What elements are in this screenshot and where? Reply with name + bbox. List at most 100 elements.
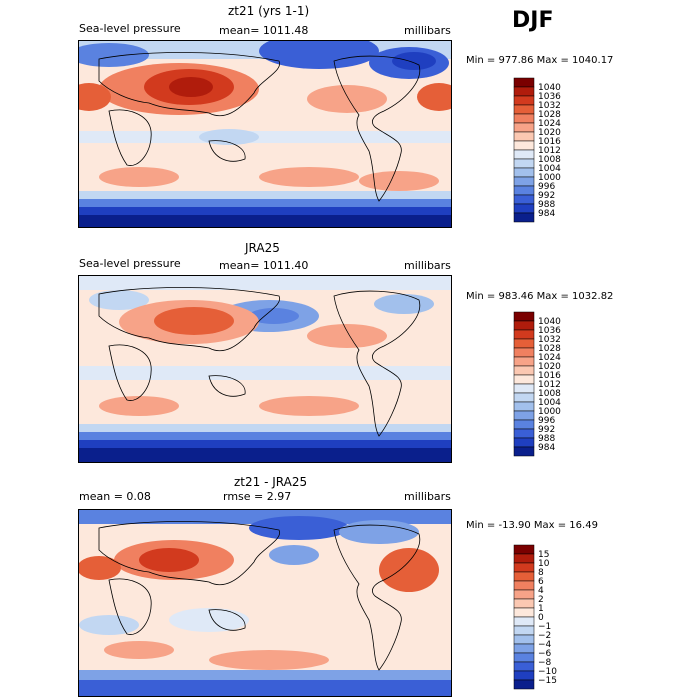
colorbar-tick-label: 2 [538,595,544,605]
colorbar-swatch [513,679,535,690]
colorbar-tick-label: 1000 [538,407,561,417]
colorbar-swatch [513,149,535,160]
colorbar-tick-label: 1008 [538,389,561,399]
colorbar-tick-label: −6 [538,649,552,659]
colorbar-swatch [513,131,535,142]
panel-3-colorbar: 15 10 8 6 4 2 1 0 −1 −2 −4 −6 −8 −10 −15 [513,544,574,693]
panel-2-units: millibars [404,259,451,272]
panel-1-colorbar: 1040 1036 1032 1028 1024 1020 1016 1012 1008 1004… [513,77,574,226]
colorbar-swatch [513,329,535,340]
colorbar-tick-label: 992 [538,191,555,201]
panel-2-map [78,275,452,463]
colorbar-tick-label: 1036 [538,92,561,102]
colorbar-swatch [513,446,535,457]
panel-1-map [78,40,452,228]
colorbar-swatch [513,553,535,564]
panel-3-map-field [79,510,451,696]
colorbar-swatch [513,401,535,412]
colorbar-tick-label: 1024 [538,119,561,129]
colorbar-tick-label: 996 [538,182,555,192]
colorbar-tick-label: 1004 [538,164,561,174]
colorbar-swatch [513,320,535,331]
colorbar-swatch [513,562,535,573]
colorbar-tick-label: 4 [538,586,544,596]
colorbar-swatch [513,356,535,367]
colorbar-swatch [513,589,535,600]
colorbar-tick-label: 8 [538,568,544,578]
colorbar-swatch [513,203,535,214]
colorbar-tick-label: 988 [538,200,555,210]
colorbar-tick-label: −15 [538,676,557,686]
colorbar-swatch [513,392,535,403]
panel-1-mean: mean= 1011.48 [219,24,309,37]
panel-3-rmse: rmse = 2.97 [223,490,292,503]
colorbar-tick-label: 1016 [538,137,561,147]
colorbar-swatch [513,634,535,645]
colorbar-swatch [513,428,535,439]
panel-3-map [78,509,452,697]
panel-3-units: millibars [404,490,451,503]
colorbar-tick-label: 1024 [538,353,561,363]
colorbar-tick-label: −4 [538,640,552,650]
colorbar-tick-label: 1040 [538,83,561,93]
colorbar-swatch [513,625,535,636]
panel-1-map-field [79,41,451,227]
colorbar-swatch [513,607,535,618]
panel-1-units: millibars [404,24,451,37]
panel-3-mean: mean = 0.08 [79,490,151,503]
colorbar-swatch [513,185,535,196]
colorbar-swatch [513,122,535,133]
colorbar-tick-label: 1 [538,604,544,614]
colorbar-swatch [513,437,535,448]
panel-1-minmax: Min = 977.86 Max = 1040.17 [466,55,614,66]
panel-2-title: JRA25 [245,241,280,255]
panel-2-map-field [79,276,451,462]
colorbar-tick-label: 1040 [538,317,561,327]
panel-3-coastlines [98,521,421,671]
colorbar-swatch [513,661,535,672]
colorbar-swatch [513,598,535,609]
colorbar-tick-label: 1008 [538,155,561,165]
colorbar-tick-label: 15 [538,550,549,560]
colorbar-tick-label: 6 [538,577,544,587]
colorbar-swatch [513,86,535,97]
panel-1-coastlines [98,52,421,202]
colorbar-swatch [513,194,535,205]
panel-2-mean: mean= 1011.40 [219,259,309,272]
colorbar-tick-label: −1 [538,622,551,632]
colorbar-tick-label: 992 [538,425,555,435]
colorbar-tick-label: −10 [538,667,557,677]
colorbar-swatch [513,95,535,106]
colorbar-swatch [513,140,535,151]
colorbar-swatch [513,571,535,582]
colorbar-tick-label: 1012 [538,380,561,390]
colorbar-swatch [513,374,535,385]
panel-2-coastlines [98,287,421,437]
colorbar-tick-label: 1012 [538,146,561,156]
colorbar-tick-label: 1032 [538,101,561,111]
panel-2-field: Sea-level pressure [79,257,181,270]
colorbar-tick-label: 10 [538,559,550,569]
panel-2-colorbar: 1040 1036 1032 1028 1024 1020 1016 1012 1008 1004… [513,311,574,460]
colorbar-swatch [513,410,535,421]
panel-2-minmax: Min = 983.46 Max = 1032.82 [466,291,614,302]
colorbar-swatch [513,104,535,115]
colorbar-swatch [513,643,535,654]
colorbar-tick-label: 984 [538,209,555,219]
colorbar-swatch [513,670,535,681]
colorbar-tick-label: 1032 [538,335,561,345]
panel-3-minmax: Min = -13.90 Max = 16.49 [466,520,598,531]
colorbar-tick-label: 984 [538,443,555,453]
colorbar-tick-label: 1028 [538,344,561,354]
colorbar-tick-label: 1004 [538,398,561,408]
colorbar-swatch [513,113,535,124]
colorbar-swatch [513,212,535,223]
colorbar-tick-label: 1020 [538,362,561,372]
colorbar-tick-label: 996 [538,416,555,426]
panel-3-title: zt21 - JRA25 [234,475,308,489]
colorbar-swatch [513,383,535,394]
colorbar-swatch [513,167,535,178]
colorbar-tick-label: 1000 [538,173,561,183]
panel-1-field: Sea-level pressure [79,22,181,35]
panel-1-title: zt21 (yrs 1-1) [228,4,310,18]
